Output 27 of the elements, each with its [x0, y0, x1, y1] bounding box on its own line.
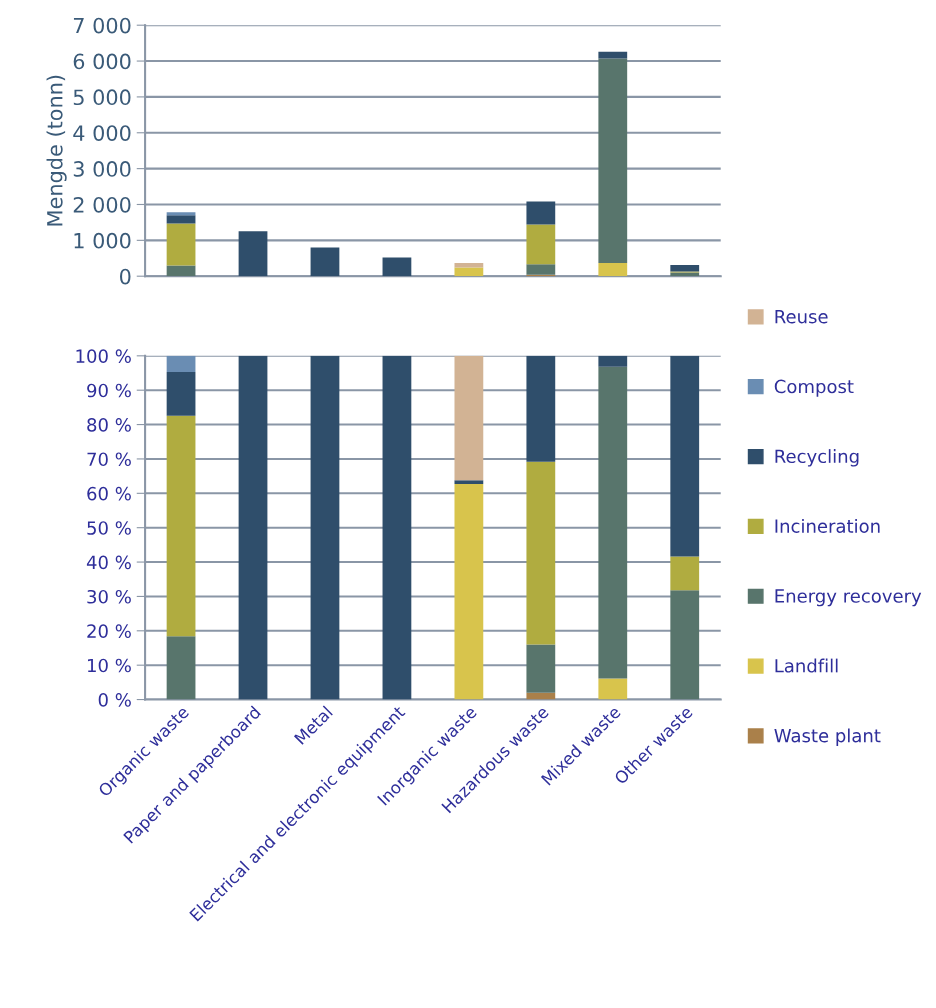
y-tick-label: 5 000: [73, 89, 131, 106]
y-tick-label: 7 000: [73, 17, 131, 34]
legend-label: Compost: [774, 379, 854, 397]
y-tick-label: 3 000: [73, 161, 131, 177]
y-tick-label: 60 %: [87, 486, 131, 501]
y-tick-label: 0: [120, 268, 131, 285]
y-tick-label: 70 %: [87, 452, 131, 467]
y-tick-label: 50 %: [87, 521, 131, 535]
y-tick-label: 2 000: [73, 196, 131, 213]
y-axis-title: Mengde (tonn): [46, 75, 67, 226]
y-tick-label: 4 000: [73, 125, 131, 141]
legend-label: Landfill: [775, 658, 838, 673]
legend-label: Energy recovery: [775, 589, 922, 607]
y-tick-label: 20 %: [87, 624, 131, 638]
legend-label: Incineration: [775, 518, 880, 533]
y-tick-label: 0 %: [98, 693, 131, 707]
y-tick-label: 90 %: [87, 383, 131, 398]
legend-label: Recycling: [775, 449, 859, 467]
y-tick-label: 80 %: [87, 418, 131, 432]
y-tick-label: 10 %: [88, 658, 131, 673]
y-tick-label: 6 000: [73, 53, 131, 70]
y-tick-label: 1 000: [74, 232, 131, 249]
y-tick-label: 30 %: [87, 589, 131, 604]
y-tick-label: 100 %: [76, 349, 131, 363]
legend-label: Reuse: [775, 310, 828, 324]
y-tick-label: 40 %: [86, 555, 131, 570]
legend-label: Waste plant: [774, 728, 881, 746]
